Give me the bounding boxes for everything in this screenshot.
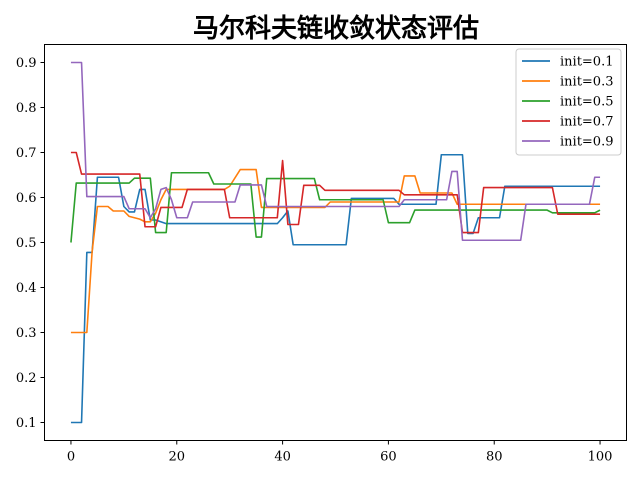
x-tick-label: 20 — [168, 450, 185, 465]
chart-title: 马尔科夫链收敛状态评估 — [193, 13, 479, 44]
y-tick-label: 0.4 — [16, 281, 37, 296]
legend-box — [515, 48, 622, 156]
y-axis: 0.1 0.2 0.3 0.4 0.5 0.6 0.7 0.8 0.9 — [16, 56, 45, 431]
y-tick-label: 0.6 — [16, 191, 37, 206]
y-tick-label: 0.8 — [16, 101, 37, 116]
series-line-4 — [70, 151, 601, 234]
legend-label-5: init=0.9 — [560, 135, 613, 150]
y-tick-label: 0.5 — [16, 236, 37, 251]
x-tick-label: 60 — [380, 450, 397, 465]
series-line-3 — [70, 171, 601, 243]
legend-label-1: init=0.1 — [560, 55, 613, 70]
y-tick-label: 0.2 — [16, 371, 37, 386]
y-tick-label: 0.1 — [16, 416, 37, 431]
legend-label-2: init=0.3 — [560, 75, 613, 90]
series-lines — [70, 61, 601, 424]
x-tick-label: 80 — [486, 450, 503, 465]
series-line-5 — [70, 61, 601, 242]
y-tick-label: 0.7 — [16, 146, 37, 161]
legend-label-4: init=0.7 — [560, 115, 613, 130]
x-axis: 0 20 40 60 80 100 — [67, 440, 613, 465]
series-line-2 — [70, 168, 601, 334]
x-tick-label: 0 — [67, 450, 75, 465]
legend-label-3: init=0.5 — [560, 95, 613, 110]
x-tick-label: 40 — [274, 450, 291, 465]
series-line-1 — [70, 153, 601, 424]
y-tick-label: 0.3 — [16, 326, 37, 341]
y-tick-label: 0.9 — [16, 56, 37, 71]
x-tick-label: 100 — [588, 450, 613, 465]
legend: init=0.1 init=0.3 init=0.5 init=0.7 init=0.9 — [515, 48, 622, 156]
